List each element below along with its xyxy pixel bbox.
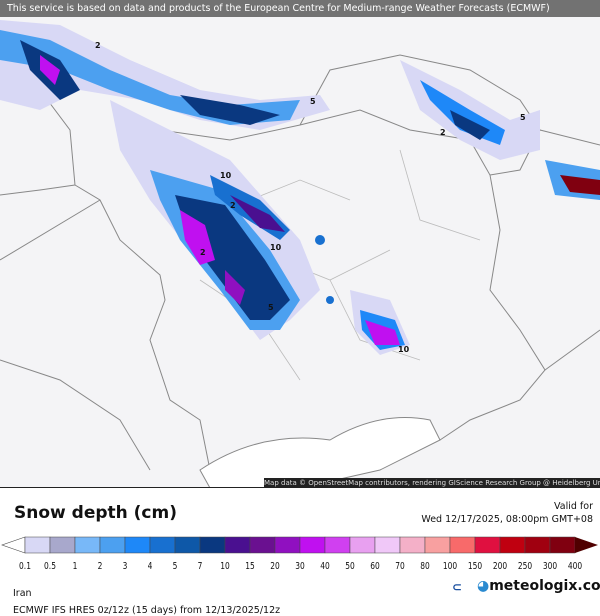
colorbar-tick-label: 400	[567, 561, 583, 572]
colorbar	[1, 536, 598, 554]
contour-label: 2	[200, 248, 206, 257]
colorbar-segment	[49, 536, 76, 554]
colorbar-tick-label: 20	[270, 561, 280, 572]
contour-label: 2	[95, 41, 101, 50]
colorbar-segment	[499, 536, 526, 554]
colorbar-tick-label: 250	[517, 561, 533, 572]
colorbar-tick-label: 300	[542, 561, 558, 572]
colorbar-tick-label: 200	[492, 561, 508, 572]
colorbar-segment	[299, 536, 326, 554]
region-name: Iran	[13, 588, 32, 599]
colorbar-tick-label: 40	[320, 561, 330, 572]
colorbar-tick-label: 100	[442, 561, 458, 572]
meteologix-text: meteologix.com	[489, 578, 600, 594]
colorbar-tick-label: 150	[467, 561, 483, 572]
legend-title: Snow depth (cm)	[14, 503, 177, 523]
colorbar-segment	[549, 536, 576, 554]
persian-gulf	[199, 417, 441, 489]
colorbar-tick-label: 2	[97, 561, 103, 572]
colorbar-tick-label: 60	[370, 561, 380, 572]
colorbar-over-arrow	[575, 537, 598, 553]
map-attribution: Map data © OpenStreetMap contributors, r…	[264, 478, 600, 488]
colorbar-segment	[424, 536, 451, 554]
contour-label: 2	[440, 128, 446, 137]
colorbar-segment	[174, 536, 201, 554]
colorbar-tick-label: 80	[420, 561, 430, 572]
country-borders	[0, 54, 600, 471]
contour-label: 5	[268, 303, 274, 312]
colorbar-tick-label: 4	[147, 561, 153, 572]
colorbar-segment	[274, 536, 301, 554]
colorbar-tick-label: 70	[395, 561, 405, 572]
map-divider	[0, 487, 600, 488]
colorbar-tick-label: 3	[122, 561, 128, 572]
contour-label: 5	[520, 113, 526, 122]
colorbar-tick-label: 0.1	[19, 561, 31, 572]
meteologix-logo[interactable]: ◕meteologix.com	[477, 578, 600, 594]
colorbar-segment	[449, 536, 476, 554]
colorbar-segment	[474, 536, 501, 554]
map-canvas: 2 5 10 2 2 10 5 2 5 10	[0, 20, 600, 489]
colorbar-segment	[524, 536, 551, 554]
colorbar-segment	[74, 536, 101, 554]
colorbar-segment	[149, 536, 176, 554]
colorbar-segment	[324, 536, 351, 554]
colorbar-segment	[99, 536, 126, 554]
model-run-info: ECMWF IFS HRES 0z/12z (15 days) from 12/…	[13, 605, 281, 616]
colorbar-segment	[224, 536, 251, 554]
colorbar-segment	[349, 536, 376, 554]
valid-for-label: Valid for	[554, 501, 593, 512]
contour-labels: 2 5 10 2 2 10 5 2 5 10	[95, 41, 526, 354]
valid-time: Wed 12/17/2025, 08:00pm GMT+08	[421, 514, 593, 525]
colorbar-under-arrow	[1, 536, 26, 554]
meteologix-drop-icon: ◕	[477, 578, 490, 594]
colorbar-segment	[374, 536, 401, 554]
colorbar-segment	[124, 536, 151, 554]
contour-label: 5	[310, 97, 316, 106]
colorbar-tick-label: 7	[197, 561, 203, 572]
ecmwf-notice-banner: This service is based on data and produc…	[0, 0, 600, 17]
colorbar-segment	[249, 536, 276, 554]
contour-label: 2	[230, 201, 236, 210]
colorbar-tick-label: 5	[172, 561, 178, 572]
colorbar-tick-label: 50	[345, 561, 355, 572]
contour-label: 10	[398, 345, 410, 354]
snow-cover	[0, 20, 600, 355]
colorbar-tick-label: 15	[245, 561, 255, 572]
colorbar-segment	[199, 536, 226, 554]
colorbar-segment	[399, 536, 426, 554]
contour-label: 10	[270, 243, 282, 252]
colorbar-segment	[24, 536, 51, 554]
snow-depth-map[interactable]: 2 5 10 2 2 10 5 2 5 10	[0, 0, 600, 489]
colorbar-tick-label: 10	[220, 561, 230, 572]
colorbar-tick-label: 1	[72, 561, 78, 572]
contour-label: 10	[220, 171, 232, 180]
colorbar-tick-label: 30	[295, 561, 305, 572]
colorbar-tick-label: 0.5	[44, 561, 56, 572]
ecmwf-logo: ⊂	[451, 580, 463, 594]
